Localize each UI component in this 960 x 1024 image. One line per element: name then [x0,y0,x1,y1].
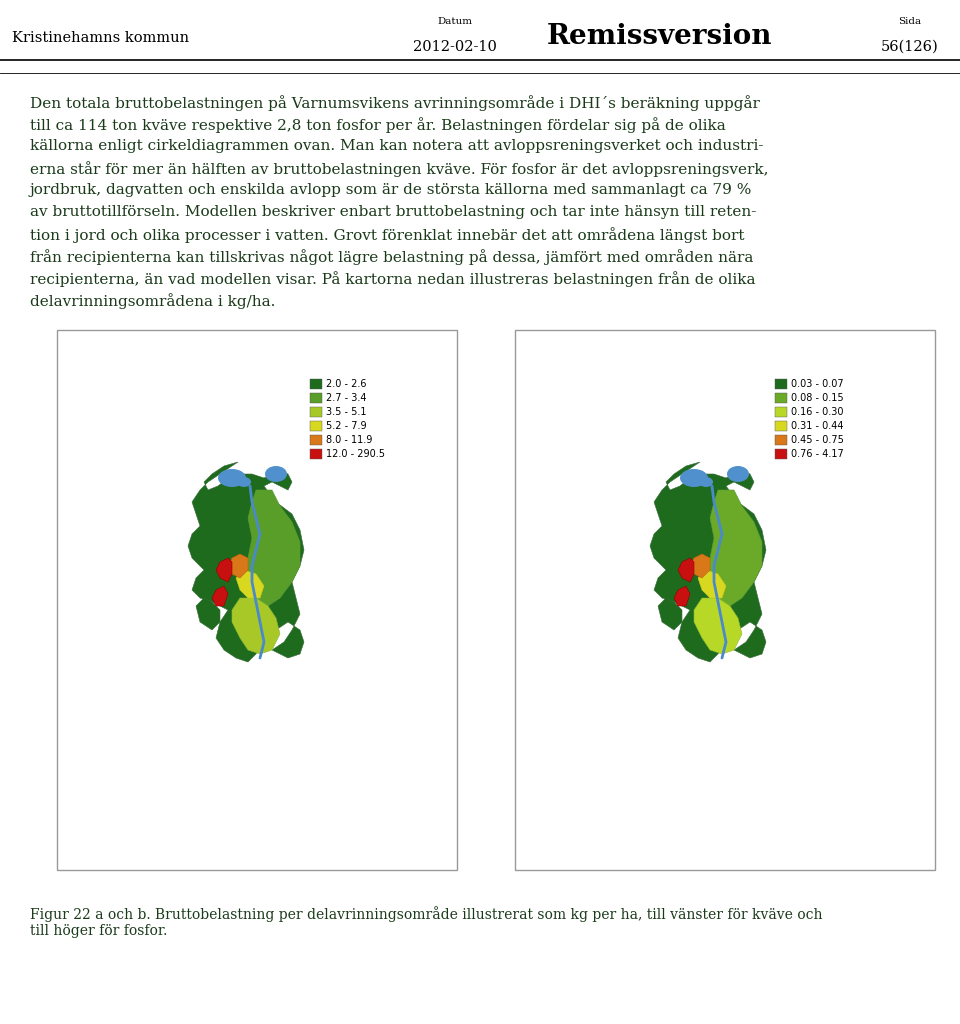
FancyBboxPatch shape [775,435,787,445]
FancyBboxPatch shape [310,435,322,445]
Text: 0.45 - 0.75: 0.45 - 0.75 [791,435,844,445]
Polygon shape [650,462,766,662]
Text: av bruttotillförseln. Modellen beskriver enbart bruttobelastning och tar inte hä: av bruttotillförseln. Modellen beskriver… [30,205,756,219]
Text: 56(126): 56(126) [881,40,939,54]
FancyBboxPatch shape [57,330,457,870]
Polygon shape [188,462,304,662]
Polygon shape [228,554,248,578]
Text: recipienterna, än vad modellen visar. På kartorna nedan illustreras belastningen: recipienterna, än vad modellen visar. På… [30,271,756,287]
Text: till höger för fosfor.: till höger för fosfor. [30,924,167,938]
Text: Sida: Sida [899,17,922,27]
Ellipse shape [265,466,287,482]
Text: 0.08 - 0.15: 0.08 - 0.15 [791,393,844,403]
Text: Den totala bruttobelastningen på Varnumsvikens avrinningsområde i DHI´s beräknin: Den totala bruttobelastningen på Varnums… [30,95,760,111]
Text: 0.16 - 0.30: 0.16 - 0.30 [791,407,844,417]
Text: 2.7 - 3.4: 2.7 - 3.4 [326,393,367,403]
Text: erna står för mer än hälften av bruttobelastningen kväve. För fosfor är det avlo: erna står för mer än hälften av bruttobe… [30,161,769,177]
Text: från recipienterna kan tillskrivas något lägre belastning på dessa, jämfört med : från recipienterna kan tillskrivas något… [30,249,754,265]
FancyBboxPatch shape [775,421,787,431]
Text: 0.03 - 0.07: 0.03 - 0.07 [791,379,844,389]
Text: 3.5 - 5.1: 3.5 - 5.1 [326,407,367,417]
FancyBboxPatch shape [310,449,322,459]
Text: källorna enligt cirkeldiagrammen ovan. Man kan notera att avloppsreningsverket o: källorna enligt cirkeldiagrammen ovan. M… [30,139,763,153]
Text: Kristinehamns kommun: Kristinehamns kommun [12,31,189,45]
FancyBboxPatch shape [310,407,322,417]
Polygon shape [216,558,232,582]
FancyBboxPatch shape [775,407,787,417]
Text: delavrinningsområdena i kg/ha.: delavrinningsområdena i kg/ha. [30,293,276,309]
Ellipse shape [680,469,708,487]
Polygon shape [694,598,742,654]
Text: jordbruk, dagvatten och enskilda avlopp som är de största källorna med sammanlag: jordbruk, dagvatten och enskilda avlopp … [30,183,753,197]
Polygon shape [212,586,228,606]
FancyBboxPatch shape [775,379,787,389]
Polygon shape [236,570,264,598]
FancyBboxPatch shape [310,421,322,431]
FancyBboxPatch shape [775,449,787,459]
Text: Remissversion: Remissversion [547,23,773,49]
FancyBboxPatch shape [515,330,935,870]
Polygon shape [674,586,690,606]
Text: 5.2 - 7.9: 5.2 - 7.9 [326,421,367,431]
Ellipse shape [699,477,713,487]
Text: 8.0 - 11.9: 8.0 - 11.9 [326,435,372,445]
Ellipse shape [218,469,246,487]
Polygon shape [706,490,762,606]
Text: 2.0 - 2.6: 2.0 - 2.6 [326,379,367,389]
Text: 0.31 - 0.44: 0.31 - 0.44 [791,421,844,431]
Text: Datum: Datum [438,17,472,27]
Polygon shape [244,490,300,606]
Polygon shape [658,598,682,630]
Polygon shape [690,554,710,578]
Ellipse shape [727,466,749,482]
Ellipse shape [237,477,251,487]
Text: 2012-02-10: 2012-02-10 [413,40,497,54]
Polygon shape [232,598,280,654]
Text: 0.76 - 4.17: 0.76 - 4.17 [791,449,844,459]
FancyBboxPatch shape [775,393,787,403]
FancyBboxPatch shape [310,393,322,403]
Polygon shape [698,570,726,598]
Polygon shape [196,598,220,630]
Text: Figur 22 a och b. Bruttobelastning per delavrinningsområde illustrerat som kg pe: Figur 22 a och b. Bruttobelastning per d… [30,906,823,922]
Text: 12.0 - 290.5: 12.0 - 290.5 [326,449,385,459]
Polygon shape [678,558,694,582]
FancyBboxPatch shape [310,379,322,389]
Text: till ca 114 ton kväve respektive 2,8 ton fosfor per år. Belastningen fördelar si: till ca 114 ton kväve respektive 2,8 ton… [30,117,726,133]
Text: tion i jord och olika processer i vatten. Grovt förenklat innebär det att område: tion i jord och olika processer i vatten… [30,227,745,243]
